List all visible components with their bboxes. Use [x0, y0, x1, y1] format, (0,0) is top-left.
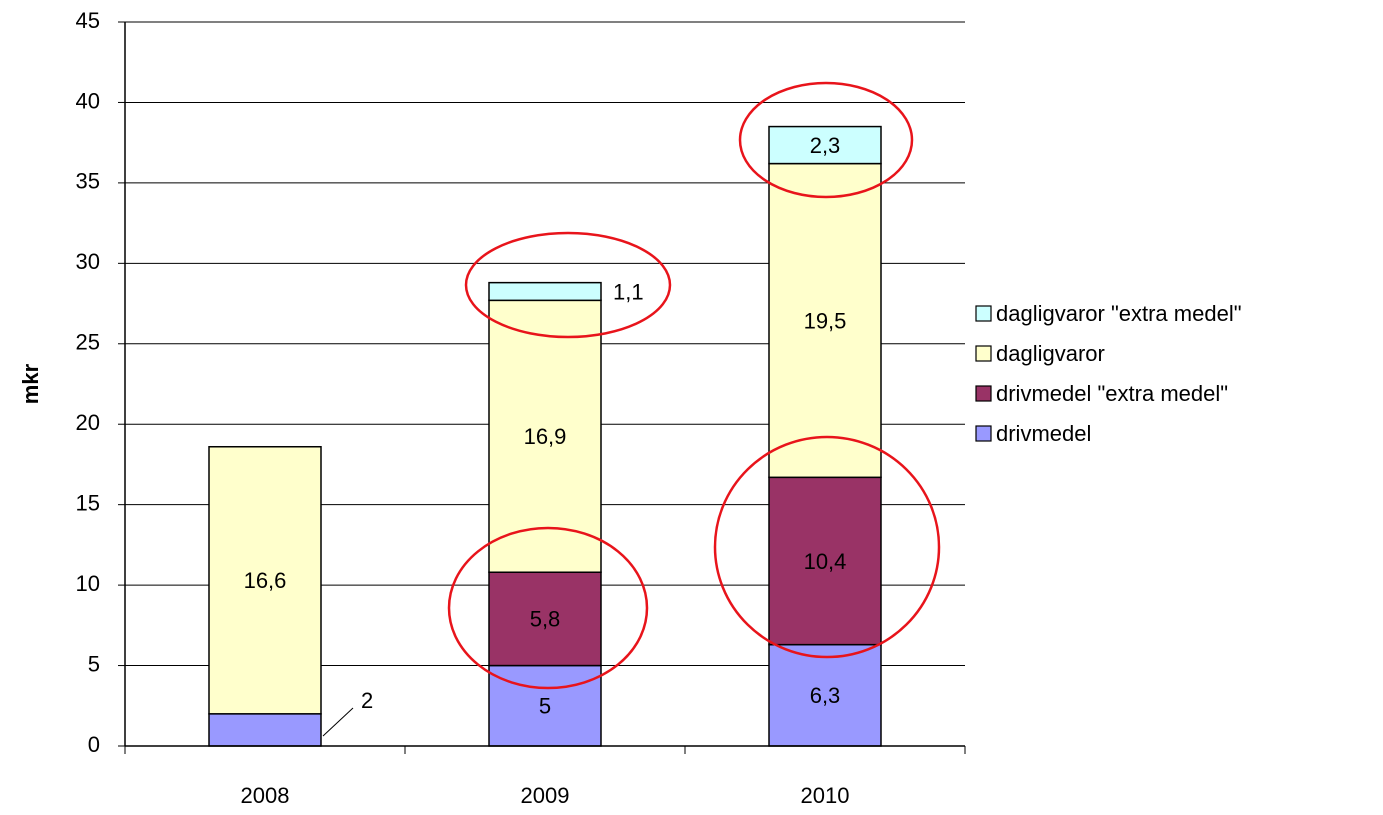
data-label: 6,3	[810, 683, 841, 708]
bar-segment	[488, 281, 602, 302]
legend-label: drivmedel "extra medel"	[996, 381, 1228, 406]
legend-label: dagligvaror	[996, 341, 1105, 366]
y-axis-label: mkr	[18, 363, 43, 404]
legend-label: drivmedel	[996, 421, 1091, 446]
bar-segment	[488, 571, 602, 667]
x-tick-label: 2008	[241, 783, 290, 808]
legend-swatch	[975, 385, 992, 402]
data-label: 1,1	[613, 279, 644, 304]
y-tick-label: 20	[76, 410, 100, 435]
bar-segment	[768, 125, 882, 165]
bar-segment	[208, 713, 322, 747]
legend-swatch	[975, 305, 992, 322]
legend-label: dagligvaror "extra medel"	[996, 301, 1242, 326]
data-label: 16,9	[524, 424, 567, 449]
y-tick-label: 45	[76, 8, 100, 33]
y-tick-label: 10	[76, 571, 100, 596]
legend-swatch	[975, 345, 992, 362]
y-tick-label: 30	[76, 249, 100, 274]
data-label: 10,4	[804, 549, 847, 574]
y-tick-label: 40	[76, 88, 100, 113]
leader-line	[322, 707, 354, 737]
legend-swatch	[975, 425, 992, 442]
bar-segment	[768, 162, 882, 479]
data-label: 5	[539, 694, 551, 719]
data-label: 16,6	[244, 568, 287, 593]
y-tick-label: 35	[76, 169, 100, 194]
x-tick-label: 2010	[801, 783, 850, 808]
y-tick-label: 5	[88, 651, 100, 676]
bar-segment	[768, 643, 882, 747]
highlight-ellipse	[713, 435, 941, 659]
data-label: 2,3	[810, 133, 841, 158]
data-label: 2	[361, 688, 373, 713]
highlight-ellipse	[738, 81, 914, 199]
y-tick-label: 25	[76, 330, 100, 355]
annotations	[447, 81, 941, 690]
y-tick-label: 0	[88, 732, 100, 757]
y-tick-label: 15	[76, 490, 100, 515]
highlight-ellipse	[464, 231, 672, 339]
data-label: 5,8	[530, 607, 561, 632]
bar-segment	[208, 445, 322, 715]
plot: 0 5 10 15 20 25 30 35 40 45 2008 2 16,6 2009 5 5,8 16,9 1…	[76, 8, 1242, 808]
highlight-ellipse	[447, 526, 649, 690]
data-label: 19,5	[804, 308, 847, 333]
x-tick-label: 2009	[521, 783, 570, 808]
